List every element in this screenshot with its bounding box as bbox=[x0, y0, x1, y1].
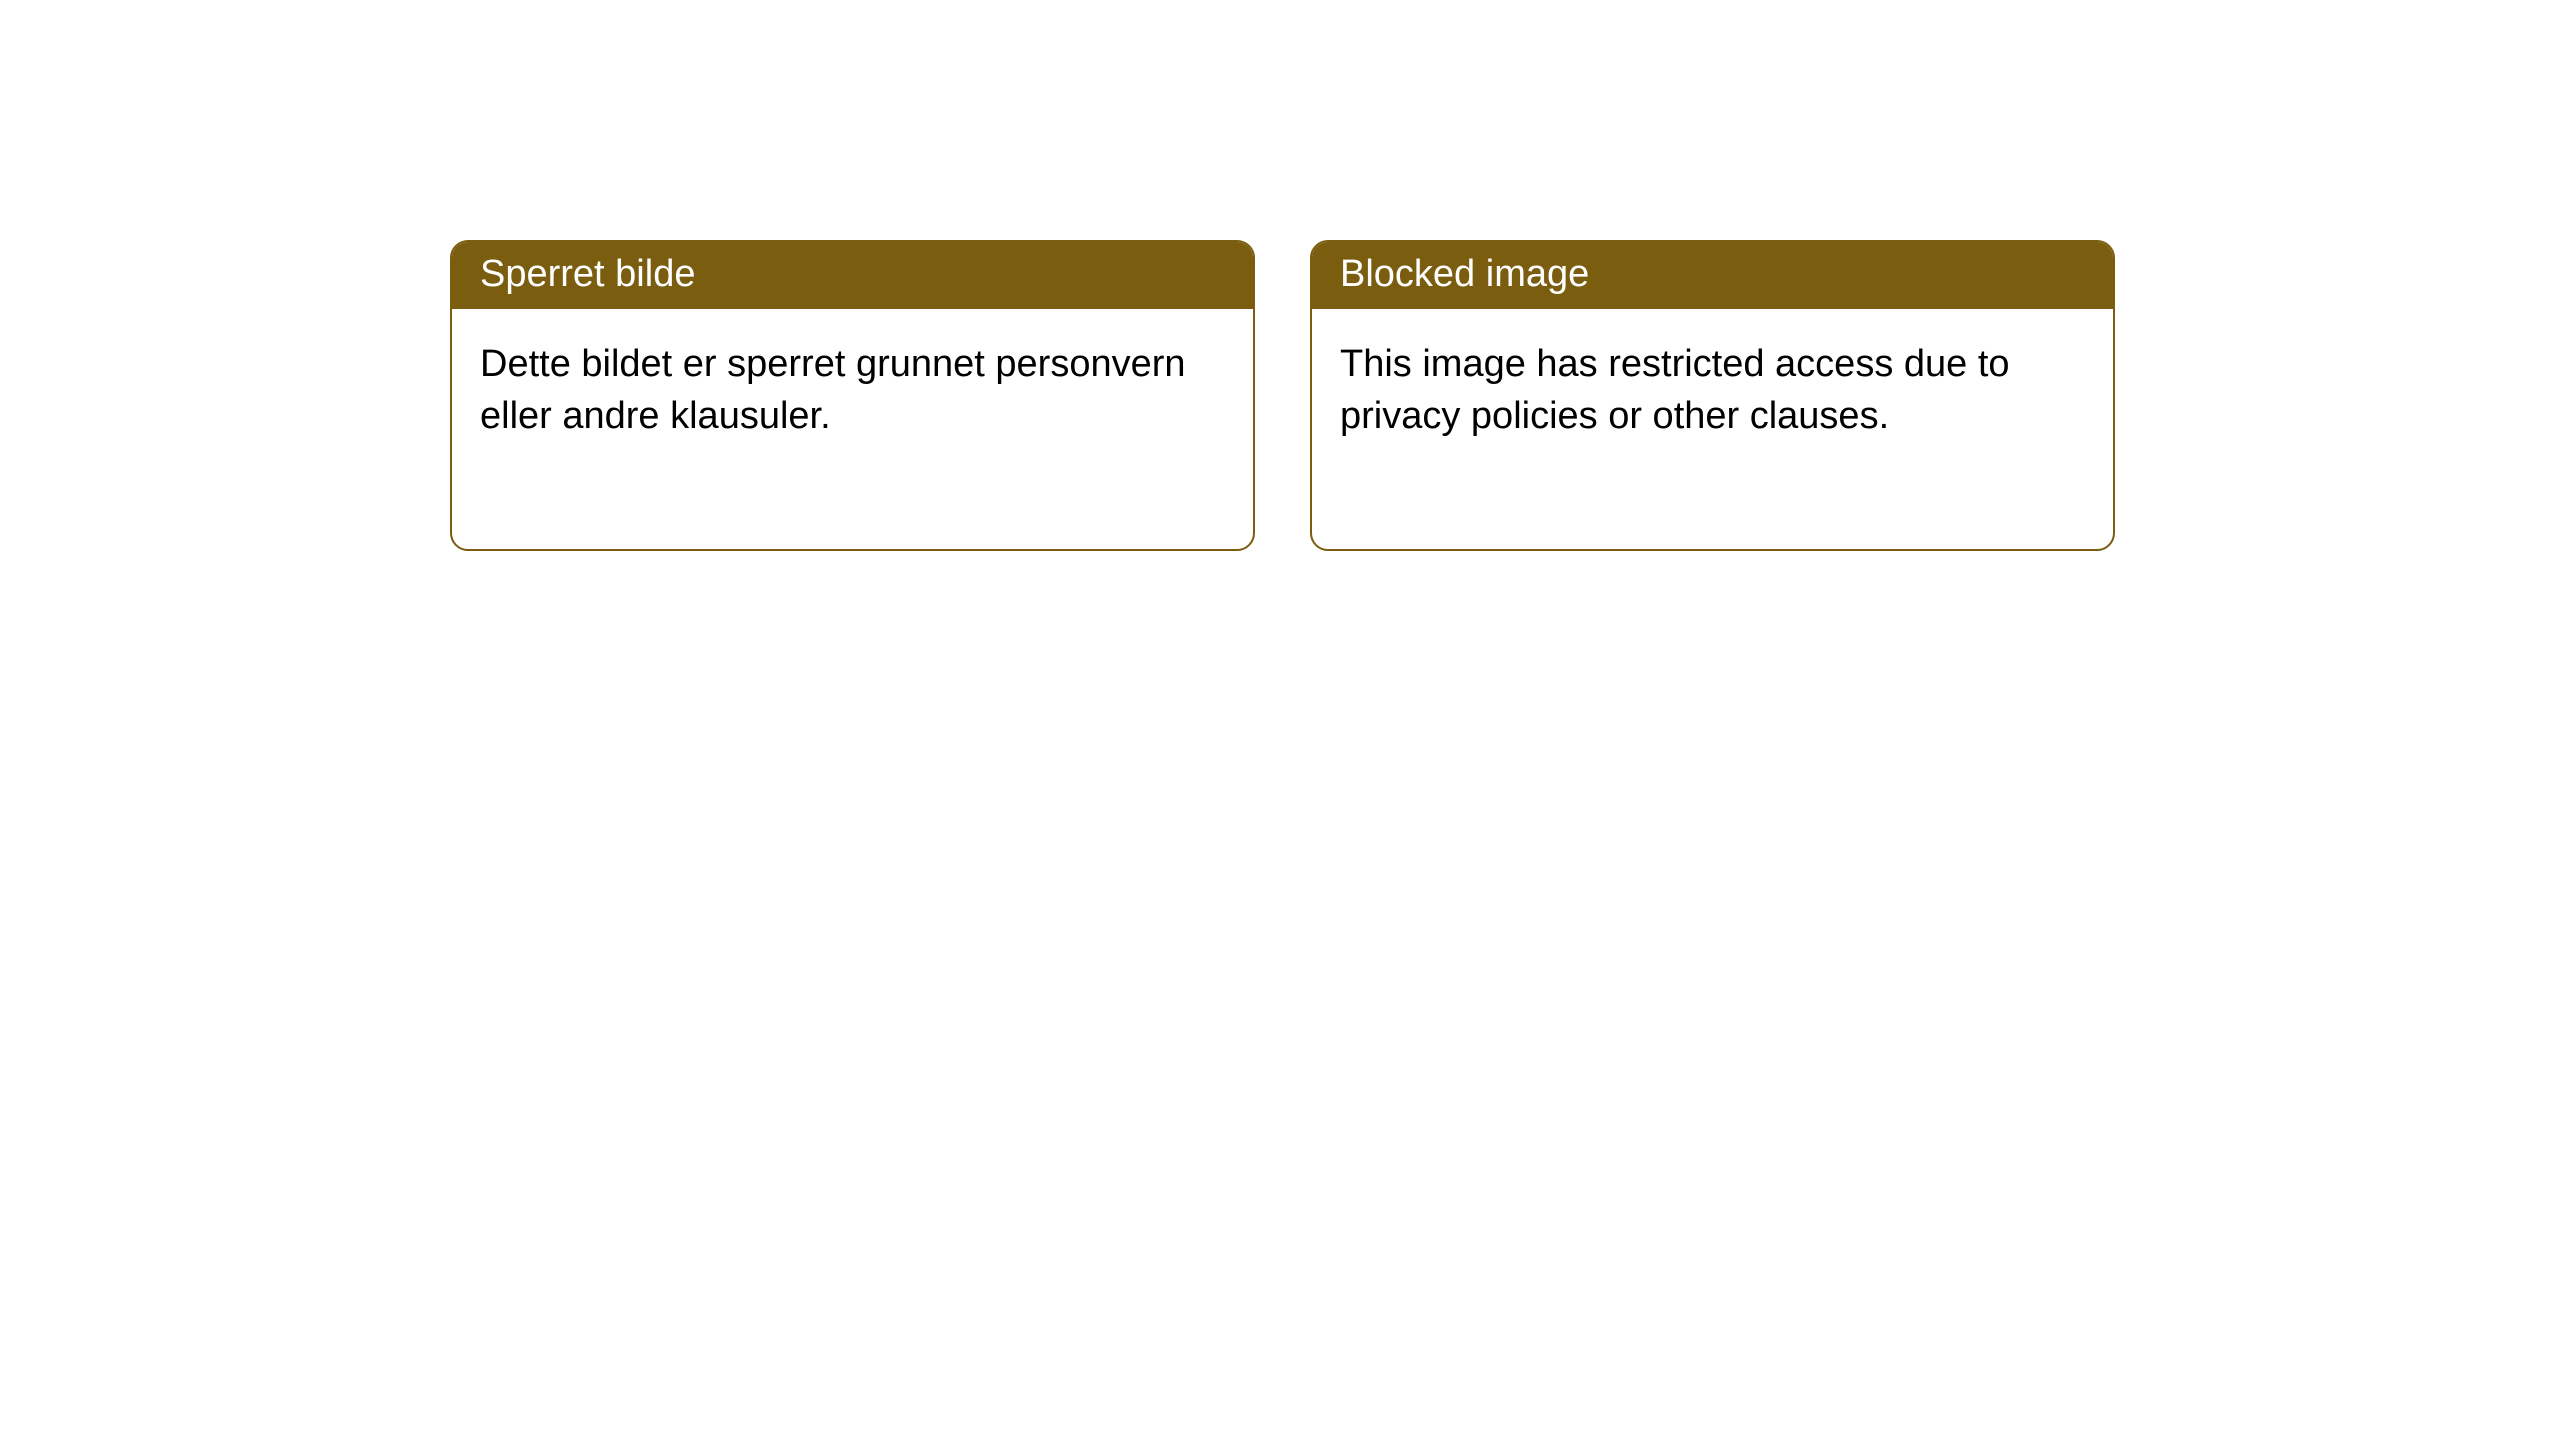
notice-header: Sperret bilde bbox=[452, 242, 1253, 309]
notice-container: Sperret bilde Dette bildet er sperret gr… bbox=[0, 0, 2560, 551]
notice-body-text: Dette bildet er sperret grunnet personve… bbox=[480, 343, 1186, 436]
notice-body-text: This image has restricted access due to … bbox=[1340, 343, 2010, 436]
notice-body: This image has restricted access due to … bbox=[1312, 309, 2113, 549]
notice-title: Sperret bilde bbox=[480, 253, 695, 295]
notice-title: Blocked image bbox=[1340, 253, 1589, 295]
notice-header: Blocked image bbox=[1312, 242, 2113, 309]
notice-body: Dette bildet er sperret grunnet personve… bbox=[452, 309, 1253, 549]
notice-card-english: Blocked image This image has restricted … bbox=[1310, 240, 2115, 551]
notice-card-norwegian: Sperret bilde Dette bildet er sperret gr… bbox=[450, 240, 1255, 551]
